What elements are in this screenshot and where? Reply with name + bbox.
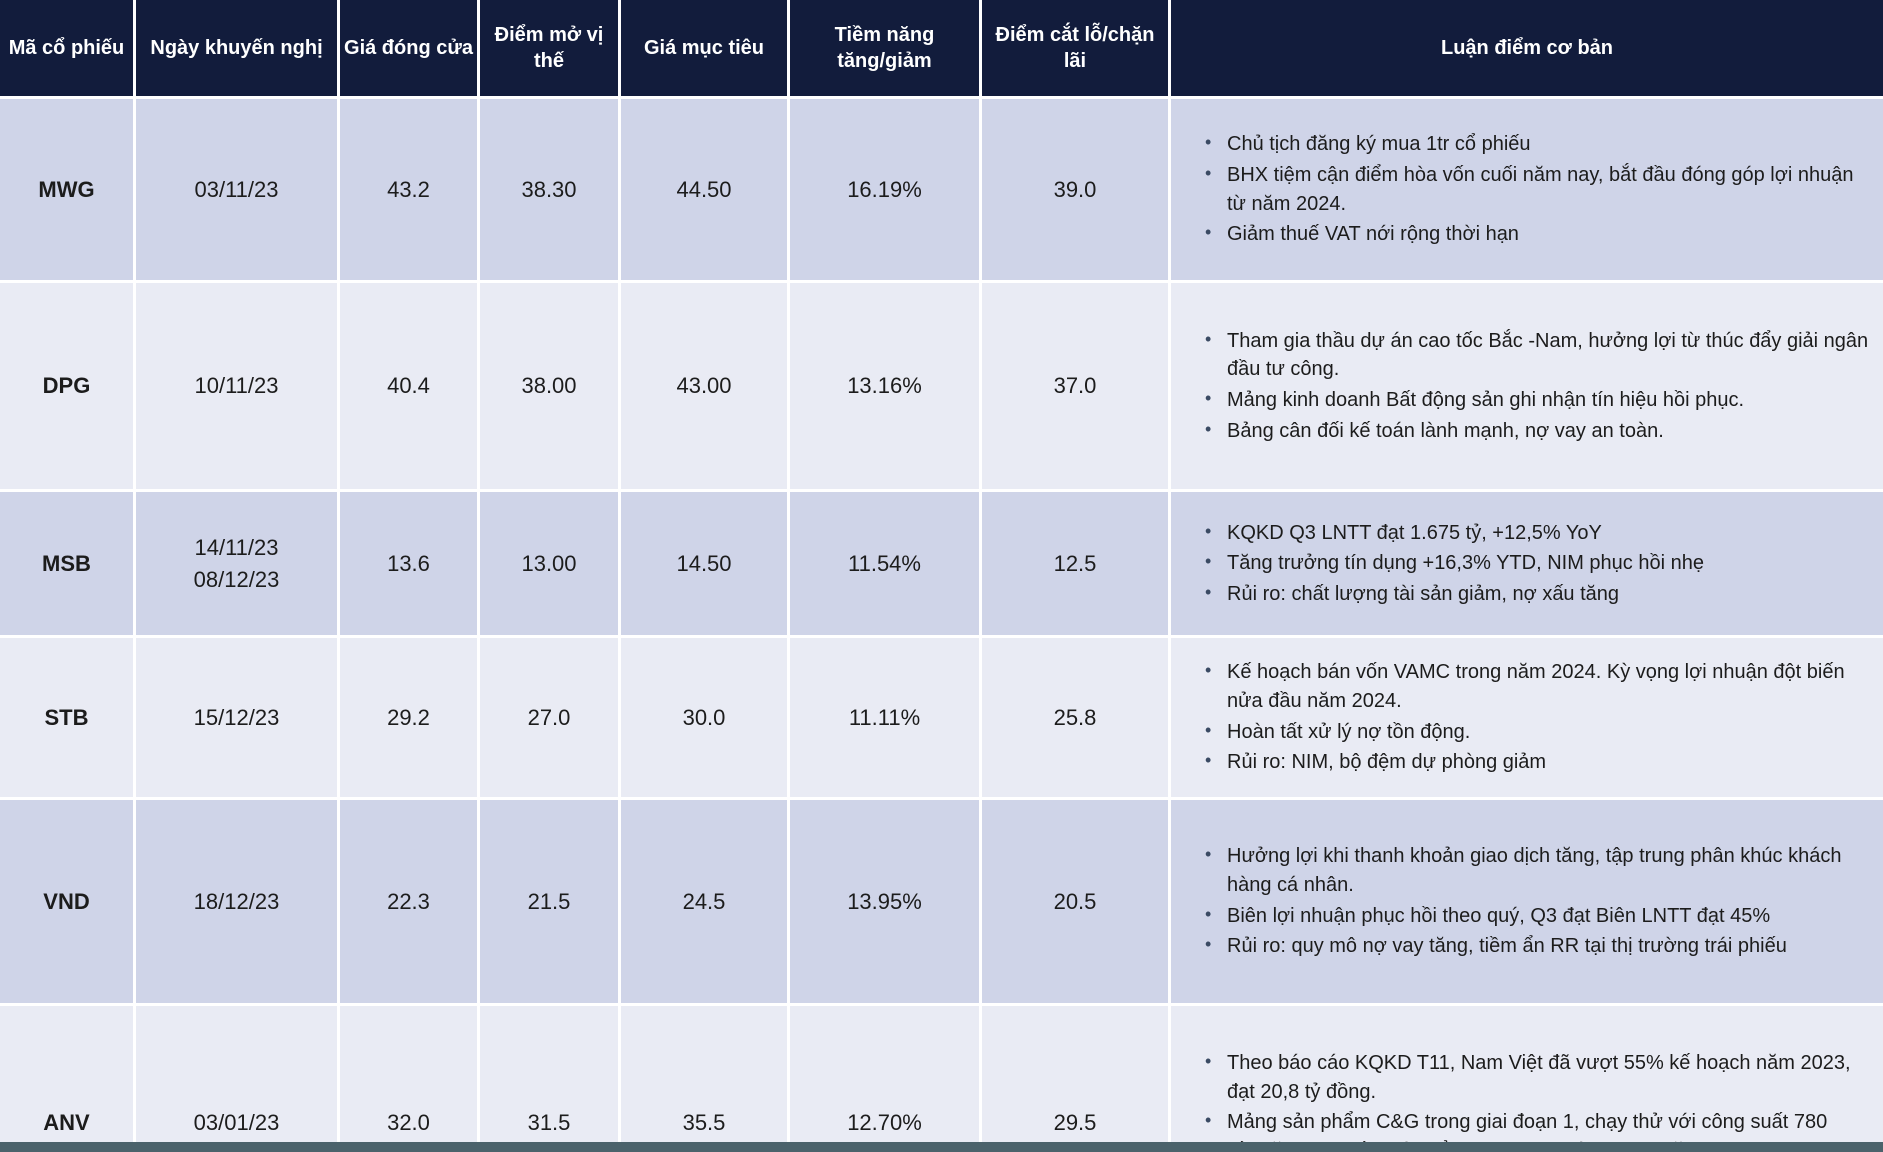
reco-date-line: 14/11/23: [194, 534, 279, 560]
header-reco-date: Ngày khuyến nghị: [136, 0, 337, 96]
thesis-bullet: Rủi ro: NIM, bộ đệm dự phòng giảm: [1201, 748, 1869, 777]
upside-cell: 13.16%: [790, 283, 979, 489]
stock-code-cell: MWG: [0, 99, 133, 280]
thesis-bullet: Giảm thuế VAT nới rộng thời hạn: [1201, 220, 1869, 249]
thesis-cell: Tham gia thầu dự án cao tốc Bắc -Nam, hư…: [1171, 283, 1883, 489]
header-thesis: Luận điểm cơ bản: [1171, 0, 1883, 96]
reco-date-cell: 10/11/23: [136, 283, 337, 489]
close-price-cell: 29.2: [340, 638, 477, 797]
thesis-bullet-list: Hưởng lợi khi thanh khoản giao dịch tăng…: [1201, 842, 1869, 960]
header-upside: Tiềm năng tăng/giảm: [790, 0, 979, 96]
thesis-bullet: Theo báo cáo KQKD T11, Nam Việt đã vượt …: [1201, 1049, 1869, 1106]
close-price-cell: 43.2: [340, 99, 477, 280]
close-price-cell: 32.0: [340, 1006, 477, 1152]
table-row-msb: MSB 14/11/23 08/12/23 13.6 13.00 14.50 11.54% 1…: [0, 492, 1883, 635]
thesis-bullet: Hưởng lợi khi thanh khoản giao dịch tăng…: [1201, 842, 1869, 899]
reco-date-cell: 03/01/23: [136, 1006, 337, 1152]
stock-code-cell: STB: [0, 638, 133, 797]
reco-date-line: 03/01/23: [193, 1109, 280, 1135]
table-row-vnd: VND 18/12/23 22.321.524.513.95%20.5 Hưởng l…: [0, 800, 1883, 1003]
target-price-cell: 44.50: [621, 99, 787, 280]
reco-date-cell: 15/12/23: [136, 638, 337, 797]
header-target-price: Giá mục tiêu: [621, 0, 787, 96]
stop-loss-cell: 20.5: [982, 800, 1168, 1003]
thesis-bullet: Kế hoạch bán vốn VAMC trong năm 2024. Kỳ…: [1201, 658, 1869, 715]
header-entry-point: Điểm mở vị thế: [480, 0, 618, 96]
thesis-bullet-list: Kế hoạch bán vốn VAMC trong năm 2024. Kỳ…: [1201, 658, 1869, 776]
thesis-cell: Hưởng lợi khi thanh khoản giao dịch tăng…: [1171, 800, 1883, 1003]
header-close-price: Giá đóng cửa: [340, 0, 477, 96]
upside-cell: 13.95%: [790, 800, 979, 1003]
table-header-row: Mã cổ phiếu Ngày khuyến nghị Giá đóng cử…: [0, 0, 1883, 96]
thesis-cell: Chủ tịch đăng ký mua 1tr cổ phiếuBHX tiệ…: [1171, 99, 1883, 280]
target-price-cell: 30.0: [621, 638, 787, 797]
thesis-bullet: Hoàn tất xử lý nợ tồn động.: [1201, 718, 1869, 747]
reco-date-cell: 03/11/23: [136, 99, 337, 280]
reco-date-line: 18/12/23: [193, 888, 280, 914]
stop-loss-cell: 12.5: [982, 492, 1168, 635]
stop-loss-cell: 25.8: [982, 638, 1168, 797]
upside-cell: 11.54%: [790, 492, 979, 635]
thesis-bullet-list: Tham gia thầu dự án cao tốc Bắc -Nam, hư…: [1201, 327, 1869, 445]
thesis-bullet: Rủi ro: chất lượng tài sản giảm, nợ xấu …: [1201, 580, 1869, 609]
header-stop-loss: Điểm cắt lỗ/chặn lãi: [982, 0, 1168, 96]
bottom-accent-bar: [0, 1142, 1883, 1152]
thesis-bullet-list: Theo báo cáo KQKD T11, Nam Việt đã vượt …: [1201, 1049, 1869, 1152]
thesis-bullet: Tham gia thầu dự án cao tốc Bắc -Nam, hư…: [1201, 327, 1869, 384]
thesis-bullet: KQKD Q3 LNTT đạt 1.675 tỷ, +12,5% YoY: [1201, 519, 1869, 548]
stock-code-cell: VND: [0, 800, 133, 1003]
entry-point-cell: 38.30: [480, 99, 618, 280]
thesis-bullet: BHX tiệm cận điểm hòa vốn cuối năm nay, …: [1201, 161, 1869, 218]
stop-loss-cell: 29.5: [982, 1006, 1168, 1152]
thesis-bullet: Tăng trưởng tín dụng +16,3% YTD, NIM phụ…: [1201, 549, 1869, 578]
target-price-cell: 43.00: [621, 283, 787, 489]
table-row-stb: STB 15/12/23 29.227.030.011.11%25.8 Kế hoạc…: [0, 638, 1883, 797]
reco-date-cell: 18/12/23: [136, 800, 337, 1003]
target-price-cell: 14.50: [621, 492, 787, 635]
upside-cell: 12.70%: [790, 1006, 979, 1152]
table-row-anv: ANV 03/01/23 32.031.535.512.70%29.5 Theo bá…: [0, 1006, 1883, 1152]
stock-code-cell: ANV: [0, 1006, 133, 1152]
reco-date-line: 15/12/23: [193, 704, 280, 730]
thesis-cell: Theo báo cáo KQKD T11, Nam Việt đã vượt …: [1171, 1006, 1883, 1152]
entry-point-cell: 21.5: [480, 800, 618, 1003]
reco-date-cell: 14/11/23 08/12/23: [136, 492, 337, 635]
close-price-cell: 13.6: [340, 492, 477, 635]
thesis-bullet-list: KQKD Q3 LNTT đạt 1.675 tỷ, +12,5% YoYTăn…: [1201, 519, 1869, 609]
stop-loss-cell: 39.0: [982, 99, 1168, 280]
header-stock-code: Mã cổ phiếu: [0, 0, 133, 96]
entry-point-cell: 38.00: [480, 283, 618, 489]
thesis-bullet: Chủ tịch đăng ký mua 1tr cổ phiếu: [1201, 130, 1869, 159]
thesis-cell: Kế hoạch bán vốn VAMC trong năm 2024. Kỳ…: [1171, 638, 1883, 797]
target-price-cell: 24.5: [621, 800, 787, 1003]
upside-cell: 16.19%: [790, 99, 979, 280]
target-price-cell: 35.5: [621, 1006, 787, 1152]
reco-date-line: 03/11/23: [194, 176, 279, 202]
stock-code-cell: MSB: [0, 492, 133, 635]
stock-code-cell: DPG: [0, 283, 133, 489]
thesis-bullet: Rủi ro: quy mô nợ vay tăng, tiềm ẩn RR t…: [1201, 932, 1869, 961]
thesis-cell: KQKD Q3 LNTT đạt 1.675 tỷ, +12,5% YoYTăn…: [1171, 492, 1883, 635]
reco-date-line: 08/12/23: [193, 566, 280, 592]
thesis-bullet: Mảng kinh doanh Bất động sản ghi nhận tí…: [1201, 386, 1869, 415]
close-price-cell: 22.3: [340, 800, 477, 1003]
entry-point-cell: 31.5: [480, 1006, 618, 1152]
thesis-bullet: Bảng cân đối kế toán lành mạnh, nợ vay a…: [1201, 417, 1869, 446]
entry-point-cell: 27.0: [480, 638, 618, 797]
close-price-cell: 40.4: [340, 283, 477, 489]
stop-loss-cell: 37.0: [982, 283, 1168, 489]
reco-date-line: 10/11/23: [194, 373, 279, 399]
upside-cell: 11.11%: [790, 638, 979, 797]
entry-point-cell: 13.00: [480, 492, 618, 635]
thesis-bullet-list: Chủ tịch đăng ký mua 1tr cổ phiếuBHX tiệ…: [1201, 130, 1869, 248]
thesis-bullet: Biên lợi nhuận phục hồi theo quý, Q3 đạt…: [1201, 902, 1869, 931]
